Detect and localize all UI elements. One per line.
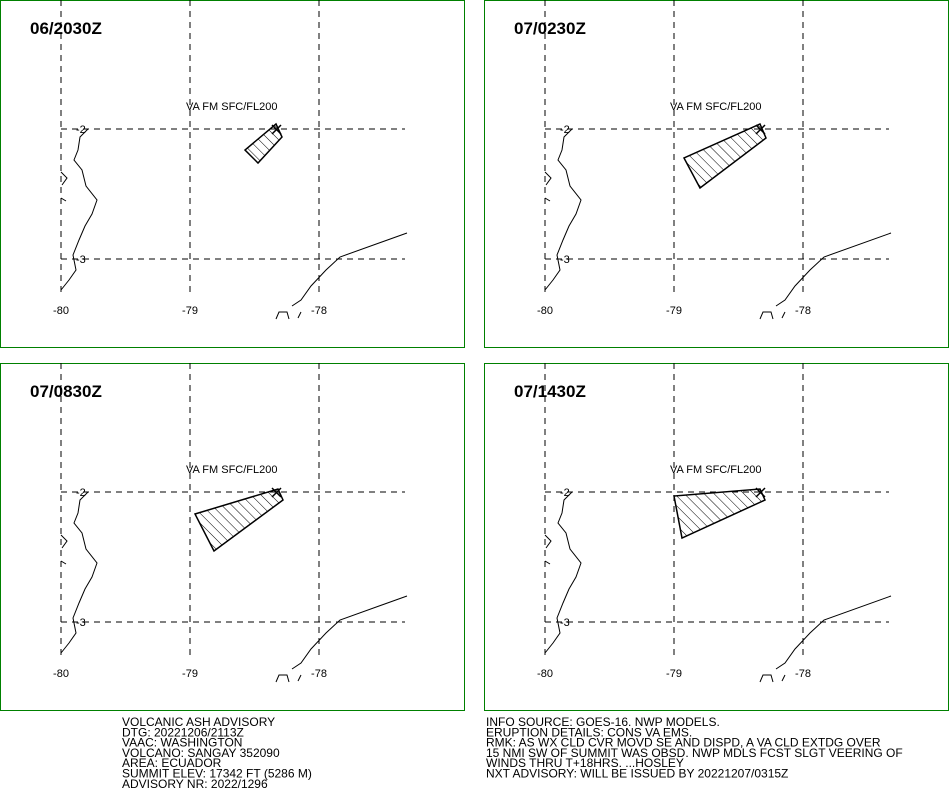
coastline: [275, 232, 408, 320]
lat-label: -3: [560, 254, 570, 266]
volcano-marker: [271, 124, 282, 135]
panel-frame: [484, 0, 949, 348]
advisory-line: DTG: 20221206/2113Z: [122, 725, 244, 739]
lon-label: -78: [311, 305, 327, 317]
advisory-line: VAAC: WASHINGTON: [122, 736, 242, 750]
lat-label: -2: [76, 124, 86, 136]
coastline: [544, 128, 582, 291]
advisory-line: VOLCANO: SANGAY 352090: [122, 746, 280, 760]
advisory-line: 15 NMI SW OF SUMMIT WAS OBSD. NWP MDLS F…: [486, 746, 903, 760]
layer-label: VA FM SFC/FL200: [186, 464, 278, 476]
lon-label: -78: [795, 668, 811, 680]
layer-label: VA FM SFC/FL200: [186, 101, 278, 113]
valid-time: 07/0830Z: [30, 382, 102, 401]
advisory-line: VOLCANIC ASH ADVISORY: [122, 715, 275, 729]
lon-label: -79: [666, 668, 682, 680]
panel-frame: [0, 363, 465, 711]
coastline: [544, 491, 582, 654]
ash-cloud: [682, 123, 767, 190]
advisory-line: NXT ADVISORY: WILL BE ISSUED BY 20221207…: [486, 767, 788, 781]
coastline: [759, 595, 892, 683]
map-panel: 07/0230Z VA FM SFC/FL200 -80 -79 -78 -2 -3: [484, 0, 949, 348]
map-panel: 07/1430Z VA FM SFC/FL200 -80 -79 -78 -2 -3: [484, 363, 949, 711]
lat-label: -3: [76, 254, 86, 266]
lon-label: -80: [53, 305, 69, 317]
volcano-marker: [755, 487, 766, 498]
coastline: [60, 128, 98, 291]
lat-label: -3: [560, 617, 570, 629]
lat-label: -2: [76, 487, 86, 499]
lon-label: -79: [666, 305, 682, 317]
lon-label: -78: [311, 668, 327, 680]
lon-label: -80: [537, 668, 553, 680]
lat-label: -3: [76, 617, 86, 629]
valid-time: 06/2030Z: [30, 19, 102, 38]
advisory-line: ERUPTION DETAILS: CONS VA EMS.: [486, 725, 692, 739]
lon-label: -80: [537, 305, 553, 317]
valid-time: 07/1430Z: [514, 382, 586, 401]
advisory-line: RMK: AS WX CLD CVR MOVD SE AND DISPD, A …: [486, 736, 881, 750]
coastline: [759, 232, 892, 320]
panel-frame: [484, 363, 949, 711]
ash-cloud: [673, 488, 766, 540]
advisory-line: ADVISORY NR: 2022/1296: [122, 777, 268, 791]
ash-cloud: [193, 488, 284, 553]
coastline: [275, 595, 408, 683]
layer-label: VA FM SFC/FL200: [670, 101, 762, 113]
valid-time: 07/0230Z: [514, 19, 586, 38]
advisory-line: AREA: ECUADOR: [122, 756, 222, 770]
lon-label: -80: [53, 668, 69, 680]
volcano-marker: [271, 487, 282, 498]
advisory-line: INFO SOURCE: GOES-16. NWP MODELS.: [486, 715, 720, 729]
lon-label: -78: [795, 305, 811, 317]
lat-label: -2: [560, 124, 570, 136]
coastline: [60, 491, 98, 654]
map-panel: 06/2030Z VA FM SFC/FL200 -80 -79 -78 -2 -3: [0, 0, 465, 348]
map-panel: 07/0830Z VA FM SFC/FL200 -80 -79 -78 -2 -3: [0, 363, 465, 711]
advisory-line: WINDS THRU T+18HRS. ...HOSLEY: [486, 756, 684, 770]
layer-label: VA FM SFC/FL200: [670, 464, 762, 476]
lon-label: -79: [182, 668, 198, 680]
volcano-marker: [755, 124, 766, 135]
lat-label: -2: [560, 487, 570, 499]
lon-label: -79: [182, 305, 198, 317]
panel-frame: [0, 0, 465, 348]
advisory-line: SUMMIT ELEV: 17342 FT (5286 M): [122, 767, 312, 781]
